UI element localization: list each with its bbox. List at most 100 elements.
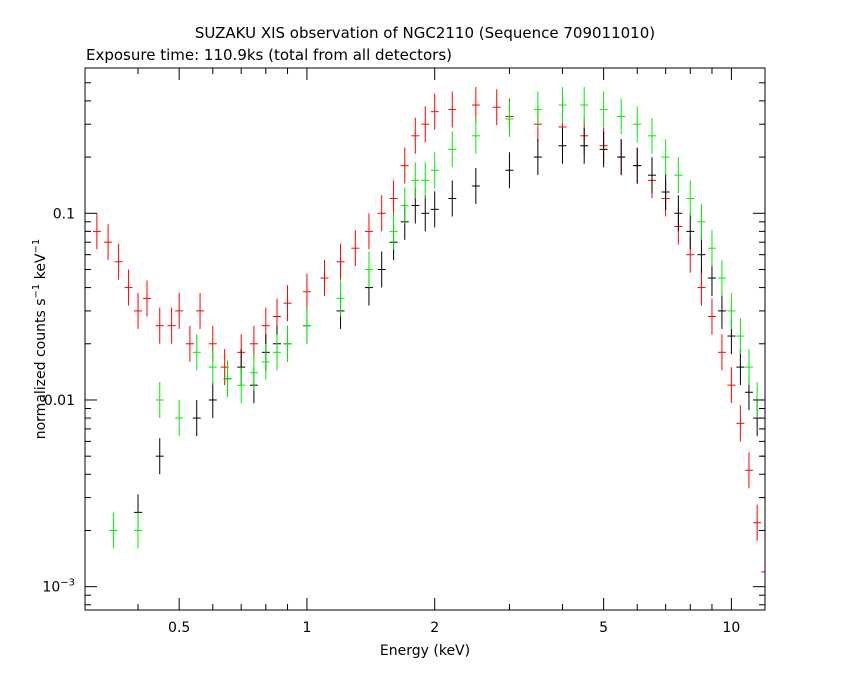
data-point [411,117,420,154]
data-point [661,174,670,211]
plot-frame [84,67,766,611]
data-point [533,91,542,128]
x-tick-label: 1 [302,620,311,636]
data-point [558,87,567,124]
data-point [471,117,480,154]
y-axis-label: normalized counts s−1 keV−1 [31,239,49,440]
data-point [505,100,514,137]
data-point [302,273,311,310]
data-point [727,292,736,329]
data-point [283,285,292,322]
data-point [389,180,398,217]
data-point [175,292,184,329]
data-point [400,187,409,224]
data-point [580,87,589,124]
data-point [505,152,514,189]
data-point [633,106,642,143]
data-point [661,139,670,176]
data-point [686,180,695,217]
chart-subtitle: Exposure time: 110.9ks (total from all d… [86,46,452,64]
data-point [167,307,176,344]
data-point [533,139,542,176]
data-point [753,504,762,541]
y-tick-label: 0.1 [53,206,75,222]
data-point [421,162,430,199]
series-layer [92,87,766,590]
data-point [430,93,439,130]
data-point [336,243,345,280]
tick-layer: 0.5 1 2 5 10 10−3 0.01 0.1 [42,68,765,636]
data-point [377,251,386,288]
data-point [249,354,258,391]
data-point [124,269,133,306]
data-point [109,512,118,549]
data-point [134,512,143,549]
x-axis-label: Energy (keV) [380,643,470,659]
data-point [237,367,246,404]
data-point [727,367,736,404]
data-point [736,405,745,442]
data-point [617,98,626,135]
data-point [208,349,217,386]
data-point [471,167,480,204]
data-point [114,243,123,280]
data-point [134,292,143,329]
data-point [599,91,608,128]
data-point [674,195,683,232]
data-point [448,180,457,217]
data-point [320,260,329,297]
data-point [707,230,716,267]
data-point [104,224,113,261]
data-point [448,91,457,128]
data-point [686,213,695,250]
y-tick-label: 10−3 [42,578,75,596]
data-point [283,325,292,362]
data-point [697,269,706,306]
data-point [717,292,726,329]
data-point [633,147,642,184]
data-point [185,325,194,362]
chart-title: SUZAKU XIS observation of NGC2110 (Seque… [195,24,655,42]
data-point [155,381,164,418]
series-2 [109,87,766,549]
data-point [400,147,409,184]
x-tick-label: 2 [430,620,439,636]
data-point [736,349,745,386]
data-point [421,106,430,143]
data-point [272,334,281,371]
data-point [389,213,398,250]
data-point [697,203,706,240]
data-point [155,438,164,475]
data-point [92,213,101,250]
series-1 [134,127,766,531]
data-point [647,117,656,154]
data-point [448,131,457,168]
data-point [192,334,201,371]
data-point [261,343,270,380]
data-point [717,260,726,297]
data-point [558,127,567,164]
data-point [492,89,501,126]
data-point [155,307,164,344]
data-point [599,131,608,168]
data-point [647,157,656,194]
data-point [351,230,360,267]
data-point [430,152,439,189]
data-point [697,236,706,273]
data-point [143,280,152,317]
data-point [364,251,373,288]
series-0 [92,87,766,590]
data-point [364,213,373,250]
data-point [377,195,386,232]
data-point [471,87,480,124]
data-point [744,452,753,489]
data-point [208,381,217,418]
data-point [707,298,716,335]
data-point [411,162,420,199]
data-point [617,139,626,176]
data-point [674,157,683,194]
data-point [580,127,589,164]
data-point [717,334,726,371]
data-point [761,553,766,590]
